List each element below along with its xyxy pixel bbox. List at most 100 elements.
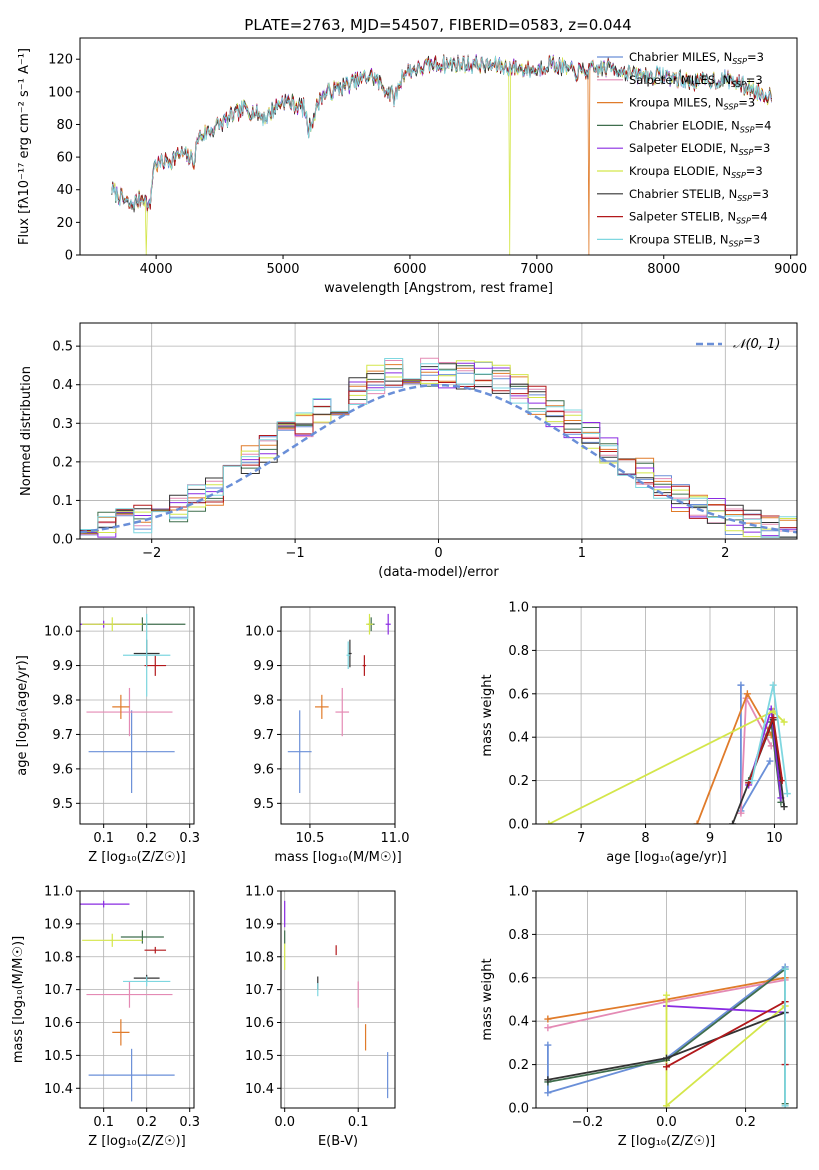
axes-frame xyxy=(280,890,396,1109)
legend-label-salpeter-elodie: Salpeter ELODIE, NSSP=3 xyxy=(629,141,770,157)
y-tick-label: 20 xyxy=(56,216,73,231)
legend-label-chabrier-elodie: Chabrier ELODIE, NSSP=4 xyxy=(629,118,771,134)
weight-vs-age-panel: 7 8 9 10 0.0 0.2 0.4 0.6 0.8 1.0 age [log₁₀(age/yr… xyxy=(480,601,798,865)
weight-marker xyxy=(663,991,670,999)
y-axis-label: mass weight xyxy=(480,958,495,1040)
legend-label-kroupa-stelib: Kroupa STELIB, NSSP=3 xyxy=(629,232,760,248)
legend-label-salpeter-stelib: Salpeter STELIB, NSSP=4 xyxy=(629,210,768,226)
y-axis-label: Flux [fλ10⁻¹⁷ erg cm⁻² s⁻¹ A⁻¹] xyxy=(17,48,32,245)
legend-subscript: SSP xyxy=(731,171,746,180)
weight-series-chabrier-miles xyxy=(737,681,774,815)
legend-label-chabrier-stelib: Chabrier STELIB, NSSP=3 xyxy=(629,187,769,203)
y-tick-label: 10.0 xyxy=(44,625,73,640)
x-axis-label: Z [log₁₀(Z/Z☉)] xyxy=(88,1134,185,1149)
mass-vs-ebv-panel: 0.0 0.1 10.4 10.5 10.6 10.7 10.8 10.9 11.0 E(B-V) xyxy=(245,885,396,1149)
y-tick-label: 10.8 xyxy=(44,950,73,965)
legend-value: =4 xyxy=(755,118,772,132)
legend-subscript: SSP xyxy=(737,194,752,203)
x-tick-label: 9000 xyxy=(774,262,807,277)
x-tick-label: 0.0 xyxy=(274,1115,295,1130)
x-axis-label: E(B-V) xyxy=(318,1134,358,1149)
errorbar-salpeter-stelib xyxy=(144,655,167,676)
y-tick-label: 0.2 xyxy=(52,455,73,470)
y-tick-label: 0.4 xyxy=(508,731,529,746)
axes: −0.2 0.0 0.2 0.0 0.2 0.4 0.6 0.8 1.0 Z [log₁₀(Z/Z… xyxy=(480,885,798,1149)
x-tick-label: 10.5 xyxy=(295,831,324,846)
x-tick-label: 0.1 xyxy=(93,1115,114,1130)
y-tick-label: 0.5 xyxy=(52,340,73,355)
weight-marker xyxy=(778,777,786,785)
y-tick-label: 0.4 xyxy=(52,378,73,393)
x-tick-label: 6000 xyxy=(393,262,426,277)
weight-marker xyxy=(737,809,745,817)
errorbar-kroupa-miles xyxy=(315,694,329,719)
x-tick-label: 0.3 xyxy=(179,831,200,846)
x-axis-label: Z [log₁₀(Z/Z☉)] xyxy=(618,1134,715,1149)
x-tick-label: 0.2 xyxy=(136,831,157,846)
legend-value: =3 xyxy=(738,96,755,110)
axes: 0.0 0.1 10.4 10.5 10.6 10.7 10.8 10.9 11.0 E(B-V) xyxy=(245,885,396,1149)
weight-line xyxy=(547,966,786,1095)
x-tick-label: 0.2 xyxy=(136,1115,157,1130)
x-tick-label: 2 xyxy=(721,546,729,561)
legend-value: =3 xyxy=(746,73,763,87)
errorbar-chabrier-elodie xyxy=(120,930,164,944)
y-tick-label: 0.1 xyxy=(52,494,73,509)
weight-marker xyxy=(663,1102,670,1108)
legend-value: =3 xyxy=(753,141,770,155)
x-tick-label: 10 xyxy=(766,831,783,846)
weight-series-kroupa-miles xyxy=(693,690,775,824)
weight-marker xyxy=(737,681,745,689)
axes-frame xyxy=(535,606,798,825)
x-tick-label: 7 xyxy=(577,831,585,846)
weight-marker xyxy=(544,1041,552,1049)
x-axis-label: age [log₁₀(age/yr)] xyxy=(606,850,727,865)
weight-marker xyxy=(545,820,553,824)
y-axis-label: mass weight xyxy=(480,674,495,756)
errorbar-chabrier-miles xyxy=(88,710,175,793)
legend-label-salpeter-miles: Salpeter MILES, NSSP=3 xyxy=(629,73,763,89)
histogram-salpeter-stelib xyxy=(80,378,797,539)
axes: 4000 5000 6000 7000 8000 9000 0 20 40 60 80 100 120 w… xyxy=(17,37,807,296)
legend-value: =3 xyxy=(743,232,760,246)
residuals-legend: 𝒩(0, 1) xyxy=(696,337,780,352)
plot-area xyxy=(287,613,391,793)
x-tick-label: 0.3 xyxy=(179,1115,200,1130)
y-tick-label: 80 xyxy=(56,118,73,133)
errorbar-kroupa-elodie xyxy=(366,613,373,635)
axes-frame xyxy=(280,606,396,825)
weight-marker xyxy=(781,965,789,973)
y-tick-label: 0.8 xyxy=(508,928,529,943)
y-tick-label: 11.0 xyxy=(44,885,73,900)
y-tick-label: 9.5 xyxy=(253,797,274,812)
axes: −2 −1 0 1 2 0.0 0.1 0.2 0.3 0.4 0.5 (data-model)/er… xyxy=(19,322,798,580)
age-vs-mass-panel: 10.5 11.0 9.5 9.6 9.7 9.8 9.9 10.0 mass [log₁₀(M… xyxy=(245,606,409,865)
x-tick-label: 8000 xyxy=(647,262,680,277)
axes: 7 8 9 10 0.0 0.2 0.4 0.6 0.8 1.0 age [log₁₀(age/yr… xyxy=(480,601,798,865)
legend-value: =3 xyxy=(747,50,764,64)
normal-reference-curve xyxy=(80,383,797,534)
weight-series-kroupa-stelib xyxy=(781,965,789,1108)
y-tick-label: 0.3 xyxy=(52,417,73,432)
y-tick-label: 120 xyxy=(48,53,73,68)
legend-subscript: SSP xyxy=(729,239,744,248)
y-tick-label: 9.7 xyxy=(52,728,73,743)
weight-marker xyxy=(781,1102,789,1108)
legend-value: =3 xyxy=(746,164,763,178)
legend-subscript: SSP xyxy=(739,148,754,157)
errorbar-kroupa-miles xyxy=(112,694,130,719)
x-tick-label: 0.0 xyxy=(656,1115,677,1130)
x-axis-label: (data-model)/error xyxy=(378,565,499,580)
plot-area xyxy=(80,357,797,539)
legend-label-chabrier-miles: Chabrier MILES, NSSP=3 xyxy=(629,50,764,66)
y-tick-label: 40 xyxy=(56,183,73,198)
legend-subscript: SSP xyxy=(740,125,755,134)
x-tick-label: 4000 xyxy=(140,262,173,277)
spectrum-panel: 4000 5000 6000 7000 8000 9000 0 20 40 60 80 100 120 w… xyxy=(17,37,807,296)
spectrum-legend: Chabrier MILES, NSSP=3 Salpeter MILES, NS… xyxy=(597,50,771,248)
y-tick-label: 0.0 xyxy=(508,1102,529,1117)
weight-series-kroupa-stelib xyxy=(748,681,791,798)
x-tick-label: 0.1 xyxy=(93,831,114,846)
y-tick-label: 0.2 xyxy=(508,774,529,789)
